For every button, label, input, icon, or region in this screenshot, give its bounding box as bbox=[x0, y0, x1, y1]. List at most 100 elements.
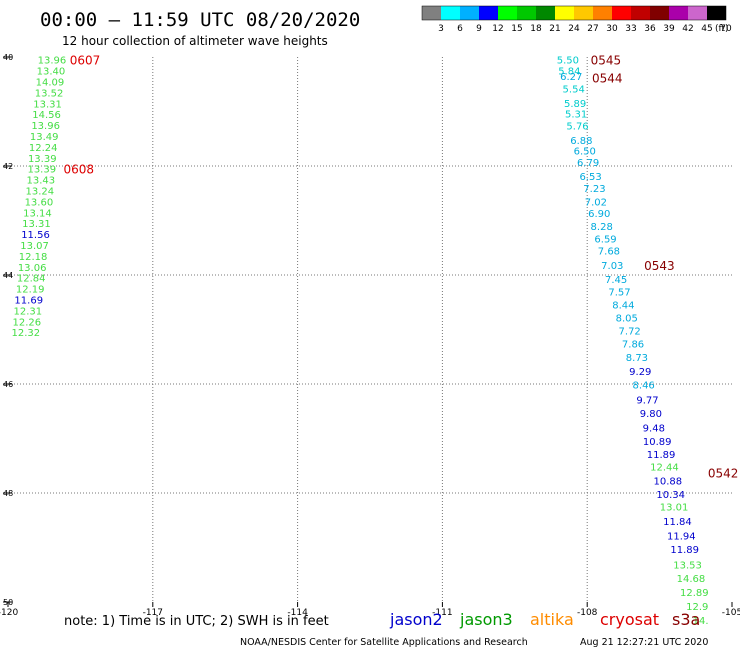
colorbar-label: 30 bbox=[606, 24, 618, 34]
swh-value: 6.59 bbox=[594, 234, 616, 245]
colorbar-label: 15 bbox=[511, 24, 522, 34]
plot-grid bbox=[3, 56, 733, 607]
pass-time-label: 0607 bbox=[70, 54, 101, 68]
swh-value: 14.09 bbox=[36, 78, 65, 89]
y-tick-label: 50 bbox=[3, 598, 13, 607]
x-tick-label: -114 bbox=[287, 608, 308, 618]
swh-value: 13.49 bbox=[30, 132, 59, 143]
swh-value: 11.89 bbox=[670, 545, 699, 556]
colorbar-swatch bbox=[422, 6, 441, 20]
footer-note: note: 1) Time is in UTC; 2) SWH is in fe… bbox=[64, 614, 329, 629]
swh-value: 6.53 bbox=[579, 172, 601, 183]
swh-value: 13.40 bbox=[37, 67, 66, 78]
colorbar-label: 21 bbox=[549, 24, 560, 34]
colorbar-swatch bbox=[460, 6, 479, 20]
swh-value: 6.90 bbox=[588, 209, 610, 220]
swh-value: 6.27 bbox=[560, 72, 582, 83]
swh-value: 13.52 bbox=[35, 88, 64, 99]
swh-value: 7.68 bbox=[598, 246, 620, 257]
swh-value: 13.31 bbox=[33, 99, 62, 110]
swh-value: 14.68 bbox=[677, 574, 706, 585]
swh-value: 9.29 bbox=[629, 367, 651, 378]
swh-value: 11.94 bbox=[667, 532, 696, 543]
legend-altika: altika bbox=[530, 610, 574, 629]
chart-subtitle: 12 hour collection of altimeter wave hei… bbox=[62, 34, 328, 48]
y-tick-label: 48 bbox=[3, 489, 13, 498]
swh-value: 13.39 bbox=[28, 154, 57, 165]
colorbar-label: 3 bbox=[438, 24, 444, 34]
swh-value: 13.31 bbox=[22, 219, 51, 230]
swh-value: 5.84 bbox=[558, 67, 580, 78]
colorbar-swatch bbox=[631, 6, 650, 20]
pass-time-annotations: 0607 0608 0545 0544 0543 0542 bbox=[64, 54, 739, 481]
swh-value: 14.56 bbox=[32, 110, 61, 121]
swh-value: 12.26 bbox=[13, 317, 42, 328]
colorbar-label: 42 bbox=[682, 24, 693, 34]
swh-value: 14. bbox=[693, 616, 709, 627]
swh-value: 5.50 bbox=[557, 56, 579, 67]
y-tick-label: 42 bbox=[3, 162, 13, 171]
swh-value: 13.14 bbox=[23, 208, 52, 219]
colorbar-swatch bbox=[536, 6, 555, 20]
swh-value: 10.88 bbox=[653, 476, 682, 487]
colorbar-swatch bbox=[707, 6, 726, 20]
swh-value: 12.18 bbox=[19, 252, 48, 263]
swh-value: 13.07 bbox=[20, 241, 49, 252]
swh-value: 13.53 bbox=[673, 560, 702, 571]
pass-time-label: 0544 bbox=[592, 72, 623, 86]
y-tick-label: 44 bbox=[3, 271, 13, 280]
swh-value: 11.89 bbox=[647, 450, 676, 461]
colorbar-label: 12 bbox=[492, 24, 503, 34]
swh-value: 10.34 bbox=[656, 490, 685, 501]
swh-value: 12.9 bbox=[686, 602, 708, 613]
swh-value: 7.23 bbox=[583, 184, 605, 195]
colorbar-label: 36 bbox=[644, 24, 656, 34]
swh-value: 11.84 bbox=[663, 517, 692, 528]
swh-value: 7.03 bbox=[601, 261, 623, 272]
footer-credit: NOAA/NESDIS Center for Satellite Applica… bbox=[240, 637, 528, 648]
swh-value: 8.73 bbox=[626, 353, 648, 364]
pass-time-label: 0545 bbox=[591, 54, 622, 68]
colorbar-label: 6 bbox=[457, 24, 463, 34]
swh-value: 7.72 bbox=[619, 327, 641, 338]
colorbar-swatch bbox=[669, 6, 688, 20]
swh-value: 8.44 bbox=[612, 300, 634, 311]
swh-value: 5.31 bbox=[565, 110, 587, 121]
swh-value: 8.28 bbox=[591, 222, 613, 233]
legend-jason3: jason3 bbox=[459, 610, 513, 629]
colorbar-swatch bbox=[555, 6, 574, 20]
swh-value: 7.57 bbox=[608, 287, 630, 298]
swh-value: 8.05 bbox=[616, 314, 638, 325]
y-tick-label: 46 bbox=[3, 380, 13, 389]
swh-value: 13.39 bbox=[27, 165, 56, 176]
color-scale-bar: 3 6 9 12 15 18 21 24 27 30 33 36 39 42 45 70 bbox=[421, 5, 732, 34]
colorbar-label: 27 bbox=[587, 24, 598, 34]
swh-value: 9.48 bbox=[643, 424, 665, 435]
colorbar-swatch bbox=[612, 6, 631, 20]
swh-value: 9.80 bbox=[640, 409, 662, 420]
colorbar-swatch bbox=[688, 6, 707, 20]
x-tick-label: -120 bbox=[0, 608, 18, 618]
swh-value: 6.50 bbox=[574, 147, 596, 158]
x-tick-label: -108 bbox=[577, 608, 598, 618]
swh-value: 12.84 bbox=[17, 274, 46, 285]
swh-value: 11.69 bbox=[14, 296, 43, 307]
swh-value: 5.89 bbox=[564, 99, 586, 110]
axis-tick-labels: -120 -117 -114 -111 -108 -105 40 42 44 46 48 50 bbox=[0, 53, 740, 618]
colorbar-swatch bbox=[479, 6, 498, 20]
swh-value: 9.77 bbox=[636, 395, 658, 406]
x-tick-label: -117 bbox=[143, 608, 163, 618]
colorbar-swatch bbox=[498, 6, 517, 20]
swh-value: 10.89 bbox=[643, 437, 672, 448]
pass-time-label: 0608 bbox=[64, 163, 95, 177]
swh-value: 12.89 bbox=[680, 588, 709, 599]
swh-value: 6.79 bbox=[577, 158, 599, 169]
swh-value: 6.88 bbox=[570, 136, 592, 147]
colorbar-swatch bbox=[441, 6, 460, 20]
colorbar-unit: (ft) bbox=[715, 24, 729, 34]
swh-value: 13.06 bbox=[18, 263, 47, 274]
swh-value: 8.46 bbox=[633, 381, 655, 392]
swh-value: 13.96 bbox=[31, 121, 60, 132]
swh-value: 7.45 bbox=[605, 275, 627, 286]
